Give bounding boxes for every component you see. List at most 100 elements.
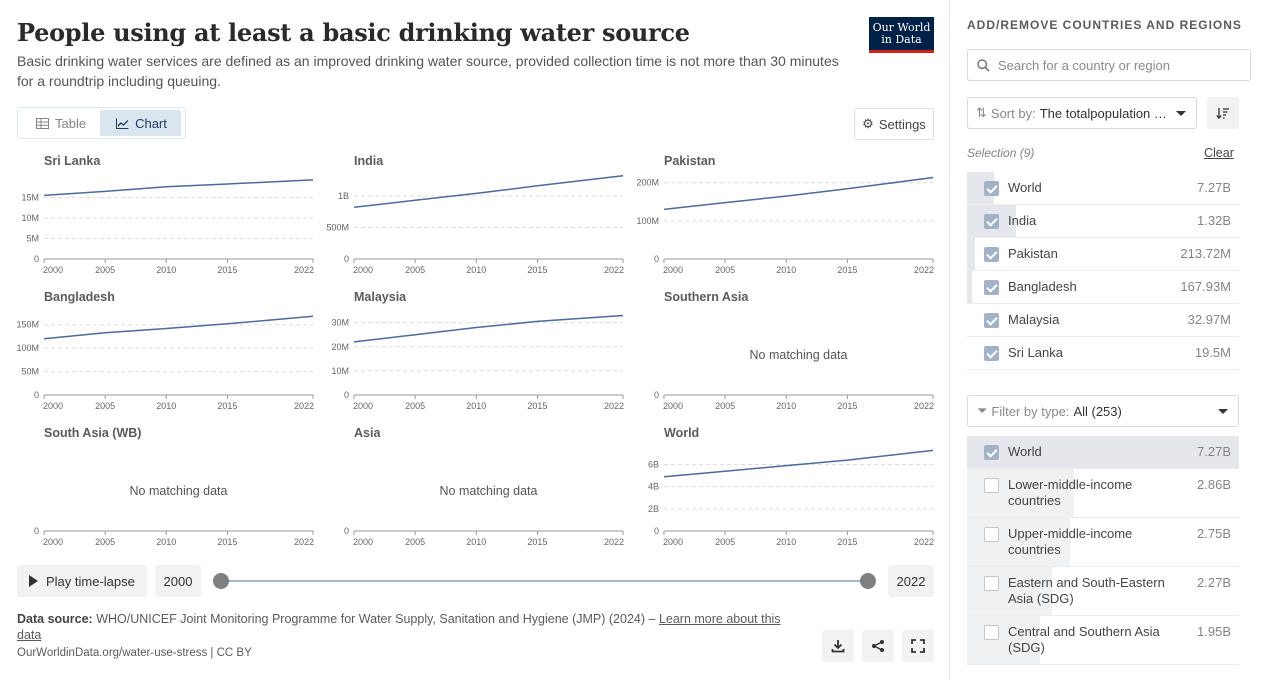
entity-name: Bangladesh	[1008, 279, 1077, 294]
value-bar	[967, 616, 1040, 664]
entity-row[interactable]: India 1.32B	[967, 205, 1239, 238]
x-tick-label: 2010	[156, 265, 176, 275]
all-entities-list: World 7.27B Lower-middle-income countries 2…	[967, 436, 1239, 665]
entity-checkbox[interactable]	[984, 247, 999, 262]
x-tick-label: 2022	[294, 265, 314, 275]
x-tick-label: 2000	[663, 537, 683, 547]
y-tick-label: 0	[344, 526, 349, 536]
entity-checkbox[interactable]	[984, 181, 999, 196]
entity-row[interactable]: Eastern and South-Eastern Asia (SDG) 2.27…	[967, 567, 1239, 616]
selected-list: World 7.27B India 1.32B Pakistan 213.72M Bangl…	[967, 172, 1239, 370]
no-data-label: No matching data	[130, 484, 228, 498]
x-tick-label: 2000	[353, 265, 373, 275]
country-search[interactable]	[967, 49, 1251, 81]
x-tick-label: 2022	[604, 401, 624, 411]
tab-table[interactable]: Table	[20, 110, 100, 136]
sort-arrows-icon: ⇅	[976, 105, 987, 120]
x-tick-label: 2000	[43, 265, 63, 275]
timeline-end-handle[interactable]	[860, 573, 876, 589]
owid-logo[interactable]: Our World in Data	[869, 17, 934, 53]
timeline-start-handle[interactable]	[213, 573, 229, 589]
x-tick-label: 2005	[95, 265, 115, 275]
clear-selection-link[interactable]: Clear	[1204, 146, 1234, 160]
type-filter-dropdown[interactable]: ⏷ Filter by type: All (253)	[967, 395, 1239, 427]
y-tick-label: 150M	[16, 320, 39, 330]
search-input[interactable]	[998, 57, 1238, 73]
x-tick-label: 2010	[466, 537, 486, 547]
entity-checkbox[interactable]	[984, 280, 999, 295]
value-bar	[967, 469, 1074, 517]
entity-row[interactable]: Upper-middle-income countries 2.75B	[967, 518, 1239, 567]
play-timelapse-button[interactable]: Play time-lapse	[17, 565, 147, 597]
entity-name: World	[1008, 444, 1042, 459]
source-label: Data source:	[17, 612, 93, 626]
x-tick-label: 2000	[43, 401, 63, 411]
series-line-world	[663, 449, 934, 478]
timeline-start-year[interactable]: 2000	[155, 565, 201, 597]
entity-row[interactable]: World 7.27B	[967, 436, 1239, 469]
fullscreen-button[interactable]	[902, 630, 934, 662]
entity-row[interactable]: Pakistan 213.72M	[967, 238, 1239, 271]
x-tick-label: 2015	[217, 265, 237, 275]
sort-order-button[interactable]	[1207, 97, 1239, 129]
entity-name: World	[1008, 180, 1042, 195]
entity-row[interactable]: Bangladesh 167.93M	[967, 271, 1239, 304]
x-tick-label: 2010	[466, 265, 486, 275]
data-source: Data source: WHO/UNICEF Joint Monitoring…	[17, 611, 807, 643]
y-tick-label: 0	[654, 254, 659, 264]
panel-title: South Asia (WB)	[44, 426, 141, 440]
entity-row[interactable]: Lower-middle-income countries 2.86B	[967, 469, 1239, 518]
download-icon	[831, 640, 845, 653]
y-tick-label: 20M	[331, 342, 349, 352]
series-line-pakistan	[663, 176, 934, 211]
y-tick-label: 50M	[21, 367, 39, 377]
timeline-end-year[interactable]: 2022	[888, 565, 934, 597]
logo-line-1: Our World	[872, 21, 931, 34]
x-tick-label: 2005	[715, 265, 735, 275]
share-button[interactable]	[862, 630, 894, 662]
entity-checkbox[interactable]	[984, 576, 999, 591]
entity-row[interactable]: World 7.27B	[967, 172, 1239, 205]
x-tick-label: 2005	[405, 537, 425, 547]
entity-checkbox[interactable]	[984, 478, 999, 493]
entity-row[interactable]: Sri Lanka 19.5M	[967, 337, 1239, 370]
entity-name: Eastern and South-Eastern Asia (SDG)	[1008, 575, 1165, 606]
entity-row[interactable]: Central and Southern Asia (SDG) 1.95B	[967, 616, 1239, 665]
entity-name: Upper-middle-income countries	[1008, 526, 1133, 557]
y-tick-label: 1B	[338, 191, 349, 201]
chart-title: People using at least a basic drinking w…	[17, 18, 690, 47]
table-icon	[36, 117, 49, 129]
value-bar	[967, 436, 1239, 468]
y-tick-label: 0	[654, 526, 659, 536]
source-url[interactable]: OurWorldinData.org/water-use-stress | CC…	[17, 647, 252, 659]
panel-title: Southern Asia	[664, 290, 749, 304]
selection-count: Selection (9)	[967, 146, 1035, 160]
source-text: WHO/UNICEF Joint Monitoring Programme fo…	[96, 612, 656, 626]
entity-row[interactable]: Malaysia 32.97M	[967, 304, 1239, 337]
timeline-track[interactable]	[220, 580, 868, 582]
entity-selector: ADD/REMOVE COUNTRIES AND REGIONS ⇅ Sort …	[951, 0, 1268, 680]
settings-button[interactable]: ⚙ Settings	[854, 108, 934, 140]
entity-checkbox[interactable]	[984, 346, 999, 361]
value-bar	[967, 518, 1070, 566]
entity-value: 1.32B	[1197, 213, 1231, 228]
entity-checkbox[interactable]	[984, 214, 999, 229]
entity-checkbox[interactable]	[984, 445, 999, 460]
y-tick-label: 200M	[636, 178, 659, 188]
x-tick-label: 2015	[527, 401, 547, 411]
download-button[interactable]	[822, 630, 854, 662]
x-tick-label: 2000	[663, 265, 683, 275]
x-tick-label: 2015	[837, 401, 857, 411]
sort-dropdown[interactable]: ⇅ Sort by: The totalpopulation …	[967, 97, 1197, 129]
tab-chart[interactable]: Chart	[100, 110, 181, 136]
y-tick-label: 15M	[21, 193, 39, 203]
entity-checkbox[interactable]	[984, 625, 999, 640]
series-line-sri-lanka	[43, 179, 314, 197]
panel-title: Malaysia	[354, 290, 407, 304]
chart-area: People using at least a basic drinking w…	[16, 0, 950, 680]
entity-value: 2.27B	[1197, 575, 1231, 590]
expand-icon	[911, 639, 925, 653]
entity-checkbox[interactable]	[984, 527, 999, 542]
learn-more-link[interactable]: Learn more about this data	[17, 612, 781, 642]
entity-checkbox[interactable]	[984, 313, 999, 328]
